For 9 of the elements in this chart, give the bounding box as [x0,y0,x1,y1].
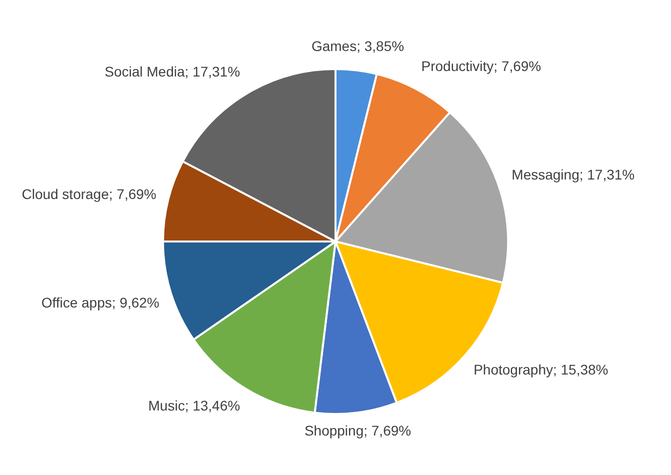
slice-label: Photography; 15,38% [474,362,608,378]
slice-label: Cloud storage; 7,69% [22,186,156,202]
slice-label: Social Media; 17,31% [104,63,240,80]
slice-label: Shopping; 7,69% [304,422,412,439]
slice-label: Music; 13,46% [148,397,240,414]
slice-label: Productivity; 7,69% [421,58,542,74]
slice-label: Office apps; 9,62% [41,294,160,310]
slice-label: Games; 3,85% [311,38,404,54]
slice-label: Messaging; 17,31% [512,166,635,182]
